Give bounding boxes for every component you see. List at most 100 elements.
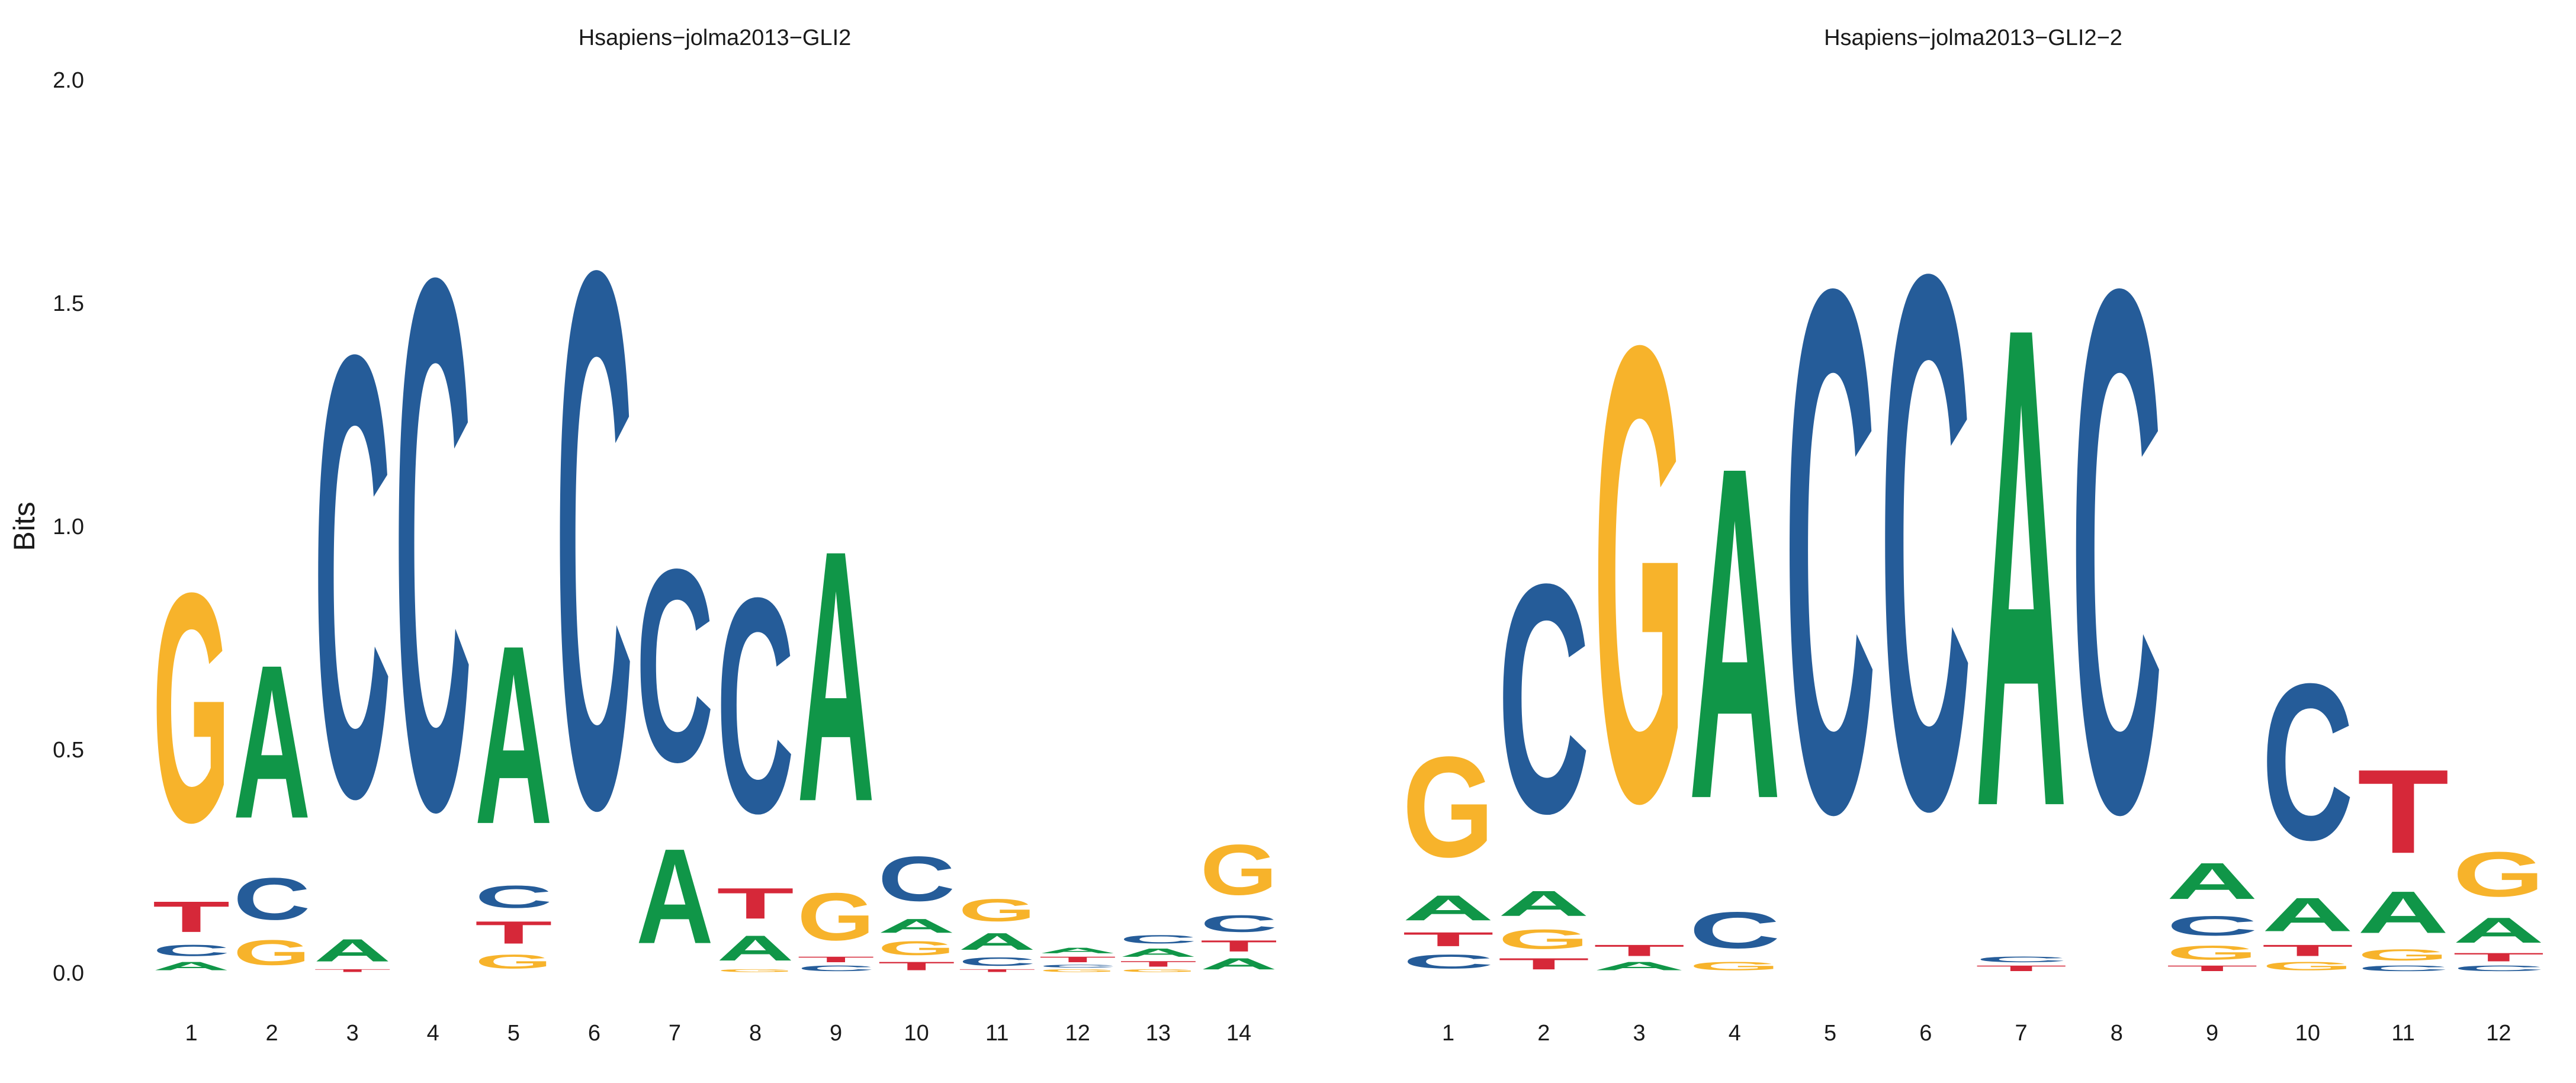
logo-letter-C-p1-pos6: C (555, 112, 633, 967)
x-tick-label-2-3: 3 (1633, 1021, 1646, 1046)
logo-letter-A-p2-pos3: A (1594, 959, 1685, 973)
x-tick-label-1-5: 5 (508, 1021, 520, 1046)
x-tick-label-1-12: 12 (1065, 1021, 1090, 1046)
logo-letter-T-p1-pos11: T (958, 968, 1036, 973)
logo-letter-A-p2-pos4: A (1689, 368, 1781, 898)
x-tick-label-2-9: 9 (2206, 1021, 2218, 1046)
logo-letter-C-p1-pos9: C (797, 964, 875, 973)
logo-letter-G-p1-pos10: G (878, 937, 955, 959)
logo-letter-C-p2-pos1: C (1402, 950, 1494, 973)
logo-letter-T-p1-pos9: T (797, 955, 875, 964)
logo-letter-G-p2-pos1: G (1402, 727, 1494, 887)
logo-letter-G-p1-pos14: G (1200, 830, 1278, 911)
logo-letter-T-p1-pos3: T (314, 968, 391, 973)
logo-letter-T-p1-pos12: T (1039, 955, 1117, 964)
x-tick-label-1-11: 11 (985, 1021, 1008, 1046)
logo-letter-A-p1-pos11: A (958, 928, 1036, 955)
logo-letter-G-p1-pos13: G (1120, 968, 1197, 973)
logo-letter-T-p2-pos3: T (1594, 941, 1685, 959)
logo-letter-A-p1-pos2: A (233, 619, 311, 864)
logo-letter-C-p2-pos6: C (1880, 117, 1971, 967)
logo-letter-T-p2-pos10: T (2262, 941, 2353, 959)
x-tick-label-1-9: 9 (830, 1021, 842, 1046)
logo-letter-C-p2-pos11: C (2357, 964, 2449, 973)
y-tick-label-3: 1.5 (53, 291, 84, 316)
logo-letter-G-p1-pos1: G (153, 526, 230, 891)
x-tick-label-1-1: 1 (185, 1021, 197, 1046)
logo-letter-A-p1-pos12: A (1039, 946, 1117, 955)
logo-letter-A-p2-pos11: A (2357, 879, 2449, 946)
x-tick-label-2-5: 5 (1824, 1021, 1836, 1046)
logo-letter-C-p1-pos12: C (1039, 964, 1117, 969)
x-tick-label-2-12: 12 (2486, 1021, 2511, 1046)
logo-letter-G-p1-pos11: G (958, 892, 1036, 928)
logo-letter-C-p2-pos12: C (2453, 964, 2545, 973)
logo-letter-G-p2-pos12: G (2453, 838, 2545, 910)
y-axis-title: Bits (8, 502, 41, 551)
logo-letter-T-p2-pos2: T (1498, 955, 1589, 973)
logo-letter-A-p1-pos7: A (636, 820, 714, 972)
logo-letter-C-p1-pos1: C (153, 941, 230, 959)
logo-letter-G-p2-pos3: G (1594, 211, 1685, 937)
logo-letter-C-p1-pos7: C (636, 512, 714, 819)
x-tick-label-1-8: 8 (749, 1021, 762, 1046)
x-tick-label-2-11: 11 (2391, 1021, 2414, 1046)
logo-letter-C-p2-pos4: C (1689, 901, 1781, 959)
logo-letter-T-p2-pos9: T (2166, 964, 2258, 973)
logo-letter-A-p2-pos1: A (1402, 888, 1494, 928)
logo-letter-A-p1-pos1: A (153, 960, 230, 973)
x-tick-label-1-10: 10 (904, 1021, 929, 1046)
logo-letter-T-p1-pos8: T (717, 879, 794, 928)
logo-letter-A-p1-pos10: A (878, 915, 955, 937)
logo-letter-G-p2-pos11: G (2357, 946, 2449, 964)
logo-letter-G-p1-pos5: G (475, 950, 553, 973)
logo-letter-T-p1-pos13: T (1120, 959, 1197, 968)
logo-letter-C-p1-pos14: C (1200, 910, 1278, 937)
logo-letter-T-p1-pos5: T (475, 915, 553, 950)
x-tick-label-2-7: 7 (2015, 1021, 2028, 1046)
x-tick-label-1-14: 14 (1226, 1021, 1251, 1046)
logo-letter-A-p1-pos14: A (1200, 955, 1278, 973)
logo-letter-A-p1-pos9: A (797, 475, 875, 877)
x-tick-label-1-2: 2 (266, 1021, 278, 1046)
logo-letter-C-p1-pos10: C (878, 843, 955, 915)
x-tick-label-1-7: 7 (669, 1021, 681, 1046)
chart-title-2: Hsapiens−jolma2013−GLI2−2 (1824, 25, 2122, 50)
logo-letter-C-p1-pos13: C (1120, 933, 1197, 946)
x-tick-label-2-8: 8 (2111, 1021, 2123, 1046)
logo-letter-G-p2-pos2: G (1498, 924, 1589, 955)
logo-letter-G-p2-pos9: G (2166, 941, 2258, 964)
logo-letter-A-p2-pos12: A (2453, 910, 2545, 950)
x-tick-label-1-4: 4 (427, 1021, 439, 1046)
logo-letter-A-p2-pos9: A (2166, 852, 2258, 910)
x-tick-label-2-6: 6 (1919, 1021, 1932, 1046)
x-tick-label-1-13: 13 (1146, 1021, 1171, 1046)
logo-letter-C-p1-pos3: C (314, 224, 391, 928)
logo-letter-A-p1-pos8: A (717, 928, 794, 968)
logo-letter-T-p2-pos11: T (2357, 745, 2449, 879)
logo-letter-G-p1-pos8: G (717, 968, 794, 973)
logo-letter-T-p2-pos12: T (2453, 950, 2545, 964)
logo-letter-T-p1-pos10: T (878, 959, 955, 972)
logo-letter-A-p2-pos10: A (2262, 888, 2353, 941)
logo-letter-G-p2-pos4: G (1689, 959, 1781, 973)
logo-letter-T-p2-pos1: T (1402, 928, 1494, 951)
logo-letter-T-p1-pos14: T (1200, 937, 1278, 955)
x-tick-label-2-1: 1 (1442, 1021, 1454, 1046)
logo-letter-T-p1-pos1: T (153, 892, 230, 941)
logo-letter-G-p1-pos12: G (1039, 968, 1117, 973)
logo-letter-C-p1-pos5: C (475, 879, 553, 915)
logo-letter-C-p2-pos10: C (2262, 637, 2353, 886)
chart-title-1: Hsapiens−jolma2013−GLI2 (579, 25, 852, 50)
x-tick-label-2-2: 2 (1537, 1021, 1550, 1046)
logo-letter-C-p1-pos4: C (394, 121, 472, 968)
logo-letter-A-p2-pos2: A (1498, 883, 1589, 924)
y-tick-label-2: 1.0 (53, 515, 84, 539)
logo-letter-G-p2-pos10: G (2262, 959, 2353, 973)
logo-letter-A-p1-pos13: A (1120, 946, 1197, 959)
logo-letter-C-p2-pos9: C (2166, 910, 2258, 941)
logo-letter-C-p2-pos5: C (1784, 135, 1876, 967)
y-tick-label-0: 0.0 (53, 961, 84, 986)
